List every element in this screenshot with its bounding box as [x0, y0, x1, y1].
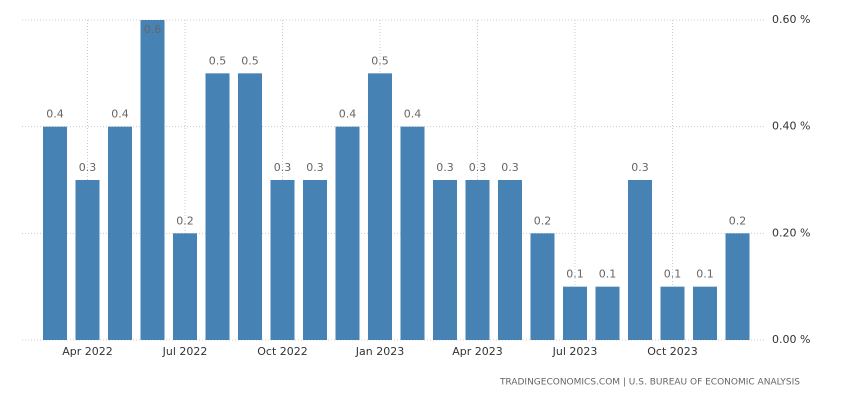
value-label: 0.1: [664, 268, 682, 281]
value-label: 0.3: [436, 161, 454, 174]
bar: [433, 180, 457, 340]
value-label: 0.4: [404, 108, 422, 121]
bar: [498, 180, 522, 340]
value-label: 0.3: [79, 161, 97, 174]
value-label: 0.5: [371, 54, 389, 67]
y-tick-label: 0.00 %: [772, 333, 810, 346]
x-tick-label: Oct 2022: [257, 345, 308, 358]
value-label: 0.3: [274, 161, 292, 174]
value-label: 0.4: [339, 108, 357, 121]
value-label: 0.4: [111, 108, 129, 121]
bar: [530, 233, 555, 340]
value-label: 0.1: [566, 268, 584, 281]
source: TRADINGECONOMICS.COM | U.S. BUREAU OF EC…: [499, 378, 800, 388]
value-label: 0.1: [696, 268, 714, 281]
value-label: 0.2: [729, 214, 747, 227]
bar: [75, 180, 100, 340]
bar: [400, 126, 425, 341]
x-tick-label: Apr 2023: [452, 345, 503, 358]
bar: [270, 180, 295, 340]
y-tick-label: 0.40 %: [772, 120, 810, 133]
bar: [660, 286, 685, 340]
bar: [140, 20, 165, 340]
bar: [108, 126, 132, 341]
value-label: 0.5: [209, 54, 227, 67]
bar: [563, 286, 587, 340]
bar: [368, 73, 392, 340]
value-label: 0.2: [176, 214, 194, 227]
value-label: 0.5: [241, 54, 259, 67]
x-tick-label: Jul 2023: [552, 345, 598, 358]
bar: [303, 180, 327, 340]
value-label: 0.3: [469, 161, 487, 174]
bar: [465, 180, 490, 340]
bar: [725, 233, 750, 340]
x-tick-label: Apr 2022: [62, 345, 113, 358]
bar: [628, 180, 652, 340]
value-label: 0.3: [306, 161, 324, 174]
bar: [173, 233, 197, 340]
bar: [43, 126, 67, 341]
value-label: 0.6: [144, 23, 162, 36]
x-tick-label: Jan 2023: [355, 345, 404, 358]
bar: [335, 126, 360, 341]
bar: [693, 286, 717, 340]
bar: [238, 73, 262, 340]
y-tick-label: 0.20 %: [772, 226, 810, 239]
value-label: 0.3: [631, 161, 649, 174]
value-label: 0.3: [501, 161, 519, 174]
x-tick-label: Jul 2022: [162, 345, 208, 358]
x-tick-label: Oct 2023: [647, 345, 698, 358]
value-label: 0.1: [599, 268, 617, 281]
y-tick-label: 0.60 %: [772, 13, 810, 26]
value-label: 0.2: [534, 214, 552, 227]
bar: [205, 73, 230, 340]
value-label: 0.4: [46, 108, 64, 121]
bar: [595, 286, 620, 340]
